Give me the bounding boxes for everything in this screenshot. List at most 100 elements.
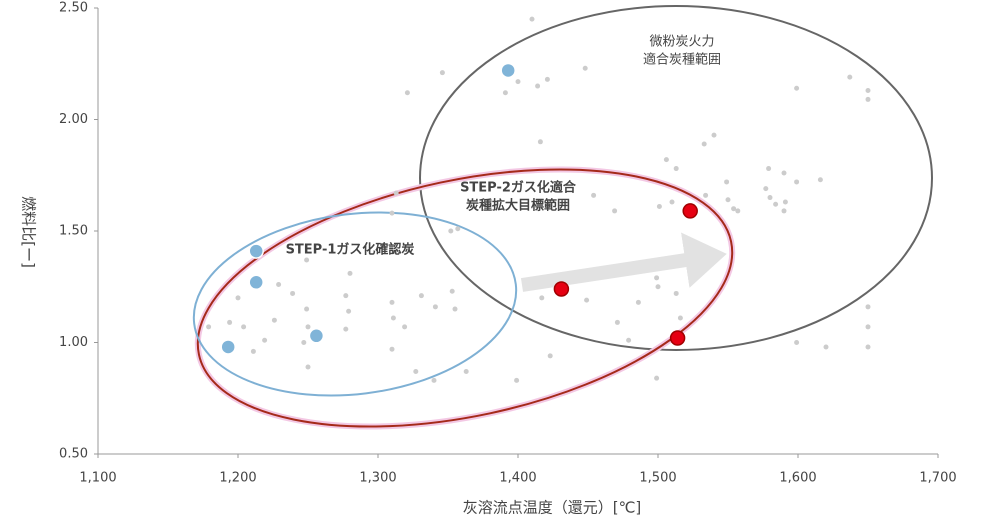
point [635,299,641,305]
point [304,257,310,263]
point [537,139,543,145]
point [262,337,268,343]
point [782,199,788,205]
point [539,295,545,301]
x-tick-label: 1,400 [499,471,536,486]
point [847,74,853,80]
point [773,201,779,207]
step2-ellipse [196,168,734,428]
point [794,179,800,185]
point [794,340,800,345]
x-tick-label: 1,200 [219,471,256,486]
point [271,317,277,323]
point [206,324,212,330]
point [677,315,683,321]
annotation: 微粉炭火力 [649,35,714,50]
point [455,226,461,232]
point [823,344,829,350]
y-tick-label: 1.00 [59,335,88,350]
point [781,208,787,214]
x-tick-label: 1,700 [919,471,956,486]
point [343,326,349,332]
point [701,141,707,147]
regions [192,5,933,430]
point [404,90,410,96]
point [865,344,871,350]
point [308,328,325,344]
annotation: 炭種拡大目標範囲 [466,198,570,214]
point [529,16,535,22]
point [682,203,698,219]
annotation: STEP-2ガス化適合 [460,180,577,196]
point [711,132,717,138]
point [250,348,256,354]
point [865,96,871,102]
annotation: STEP-1ガス化確認炭 [286,242,415,258]
point [655,284,661,290]
point [654,375,660,381]
point [544,76,550,82]
point [656,203,662,209]
point [301,340,307,345]
point [227,319,233,325]
point [614,319,620,325]
point [663,157,669,163]
point [767,195,773,201]
point [413,368,419,374]
point [673,290,679,296]
point [347,270,353,276]
point [305,364,311,370]
point [448,228,454,234]
x-tick-label: 1,300 [359,471,396,486]
x-axis-title: 灰溶流点温度（還元）[℃] [463,499,642,517]
point [735,208,741,214]
point [241,324,247,330]
point [235,295,241,301]
point [248,274,264,291]
point [612,208,618,214]
point [390,315,396,321]
point [346,308,352,314]
point [582,65,588,71]
y-axis-title: 燃料比[ー] [20,196,38,268]
point [725,197,731,203]
point [389,210,395,216]
y-tick-label: 0.50 [59,447,88,462]
point [500,62,516,79]
point [669,330,686,346]
point [463,368,469,374]
point [553,281,570,297]
point [781,170,787,176]
point [547,353,553,359]
point [418,293,424,299]
point [669,199,675,205]
point [431,377,437,383]
point [865,324,871,330]
arrow [520,232,727,292]
point [452,306,458,312]
point [432,304,438,310]
point [393,190,399,196]
point [865,88,871,94]
point [724,179,730,185]
point [290,290,296,296]
point [449,288,455,294]
point [402,324,408,330]
point [865,304,871,310]
point [439,70,445,76]
point [731,206,737,212]
point [304,306,310,312]
point [766,166,772,172]
point [654,275,660,281]
point [703,192,709,198]
pc-range-ellipse [419,5,933,351]
point [626,337,632,343]
point [389,346,395,352]
point [220,339,236,355]
point [794,85,800,91]
y-tick-label: 1.50 [59,224,88,239]
point [535,83,541,89]
step1-ellipse [192,211,518,397]
annotation: 適合炭種範囲 [643,52,721,68]
